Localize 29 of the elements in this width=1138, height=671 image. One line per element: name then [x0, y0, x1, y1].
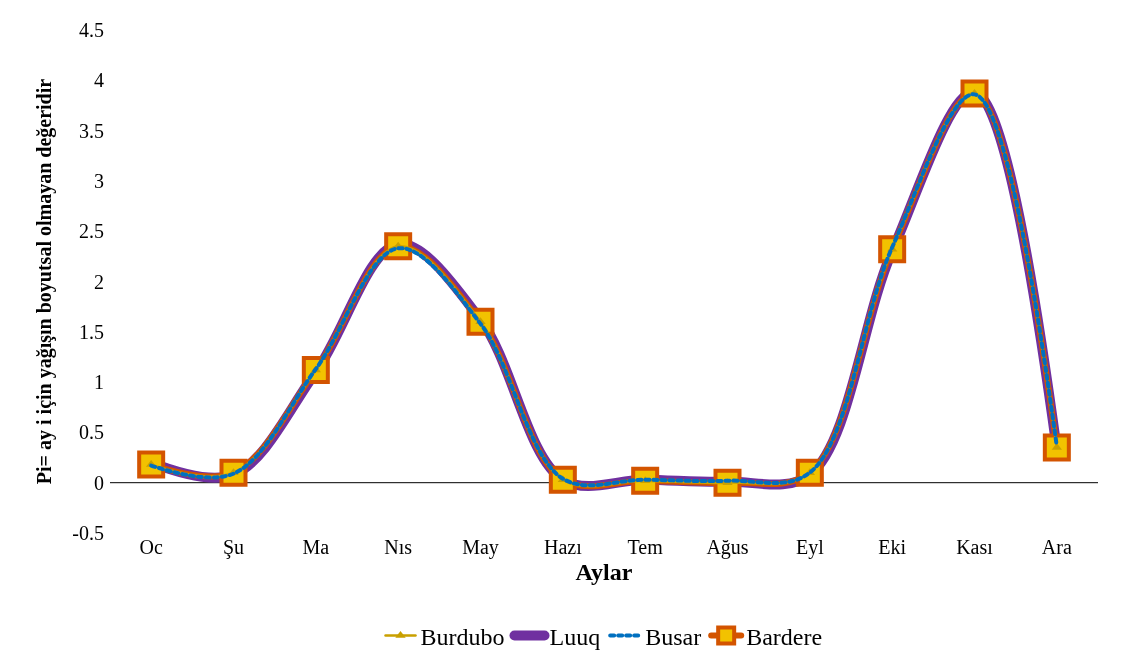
y-tick-label: 4.5 — [79, 19, 104, 41]
y-axis-title: Pi= ay i için yağışın boyutsal olmayan değeridir — [33, 78, 57, 485]
legend-label: Burdubo — [420, 623, 505, 650]
y-tick-label: 2 — [94, 270, 104, 293]
y-tick-label: 0.5 — [79, 421, 104, 444]
y-tick-label: 1 — [94, 371, 104, 394]
x-tick-label: Eki — [878, 536, 907, 558]
x-tick-label: Ara — [1041, 536, 1072, 558]
x-tick-label: Oc — [139, 536, 163, 558]
y-tick-label: 3.5 — [79, 119, 104, 142]
x-tick-label: Ma — [302, 536, 330, 558]
y-tick-label: 1.5 — [79, 320, 104, 343]
y-tick-label: 0 — [94, 471, 104, 494]
y-tick-label: -0.5 — [72, 522, 104, 544]
legend-label: Bardere — [746, 623, 823, 650]
x-tick-label: Tem — [627, 536, 664, 558]
x-tick-label: May — [462, 536, 499, 559]
x-tick-label: Hazı — [543, 536, 583, 558]
x-tick-label: Ağus — [706, 536, 749, 559]
legend-label: Busar — [645, 623, 702, 650]
x-axis-title: Aylar — [575, 559, 633, 586]
y-tick-label: 3 — [94, 169, 104, 192]
y-tick-label: 2.5 — [79, 220, 104, 243]
x-tick-label: Şu — [222, 536, 245, 559]
y-tick-label: 4 — [94, 69, 104, 92]
x-tick-label: Kası — [956, 536, 994, 558]
legend-label: Luuq — [549, 623, 601, 650]
x-tick-label: Eyl — [795, 536, 825, 559]
x-tick-label: Nıs — [384, 536, 413, 558]
